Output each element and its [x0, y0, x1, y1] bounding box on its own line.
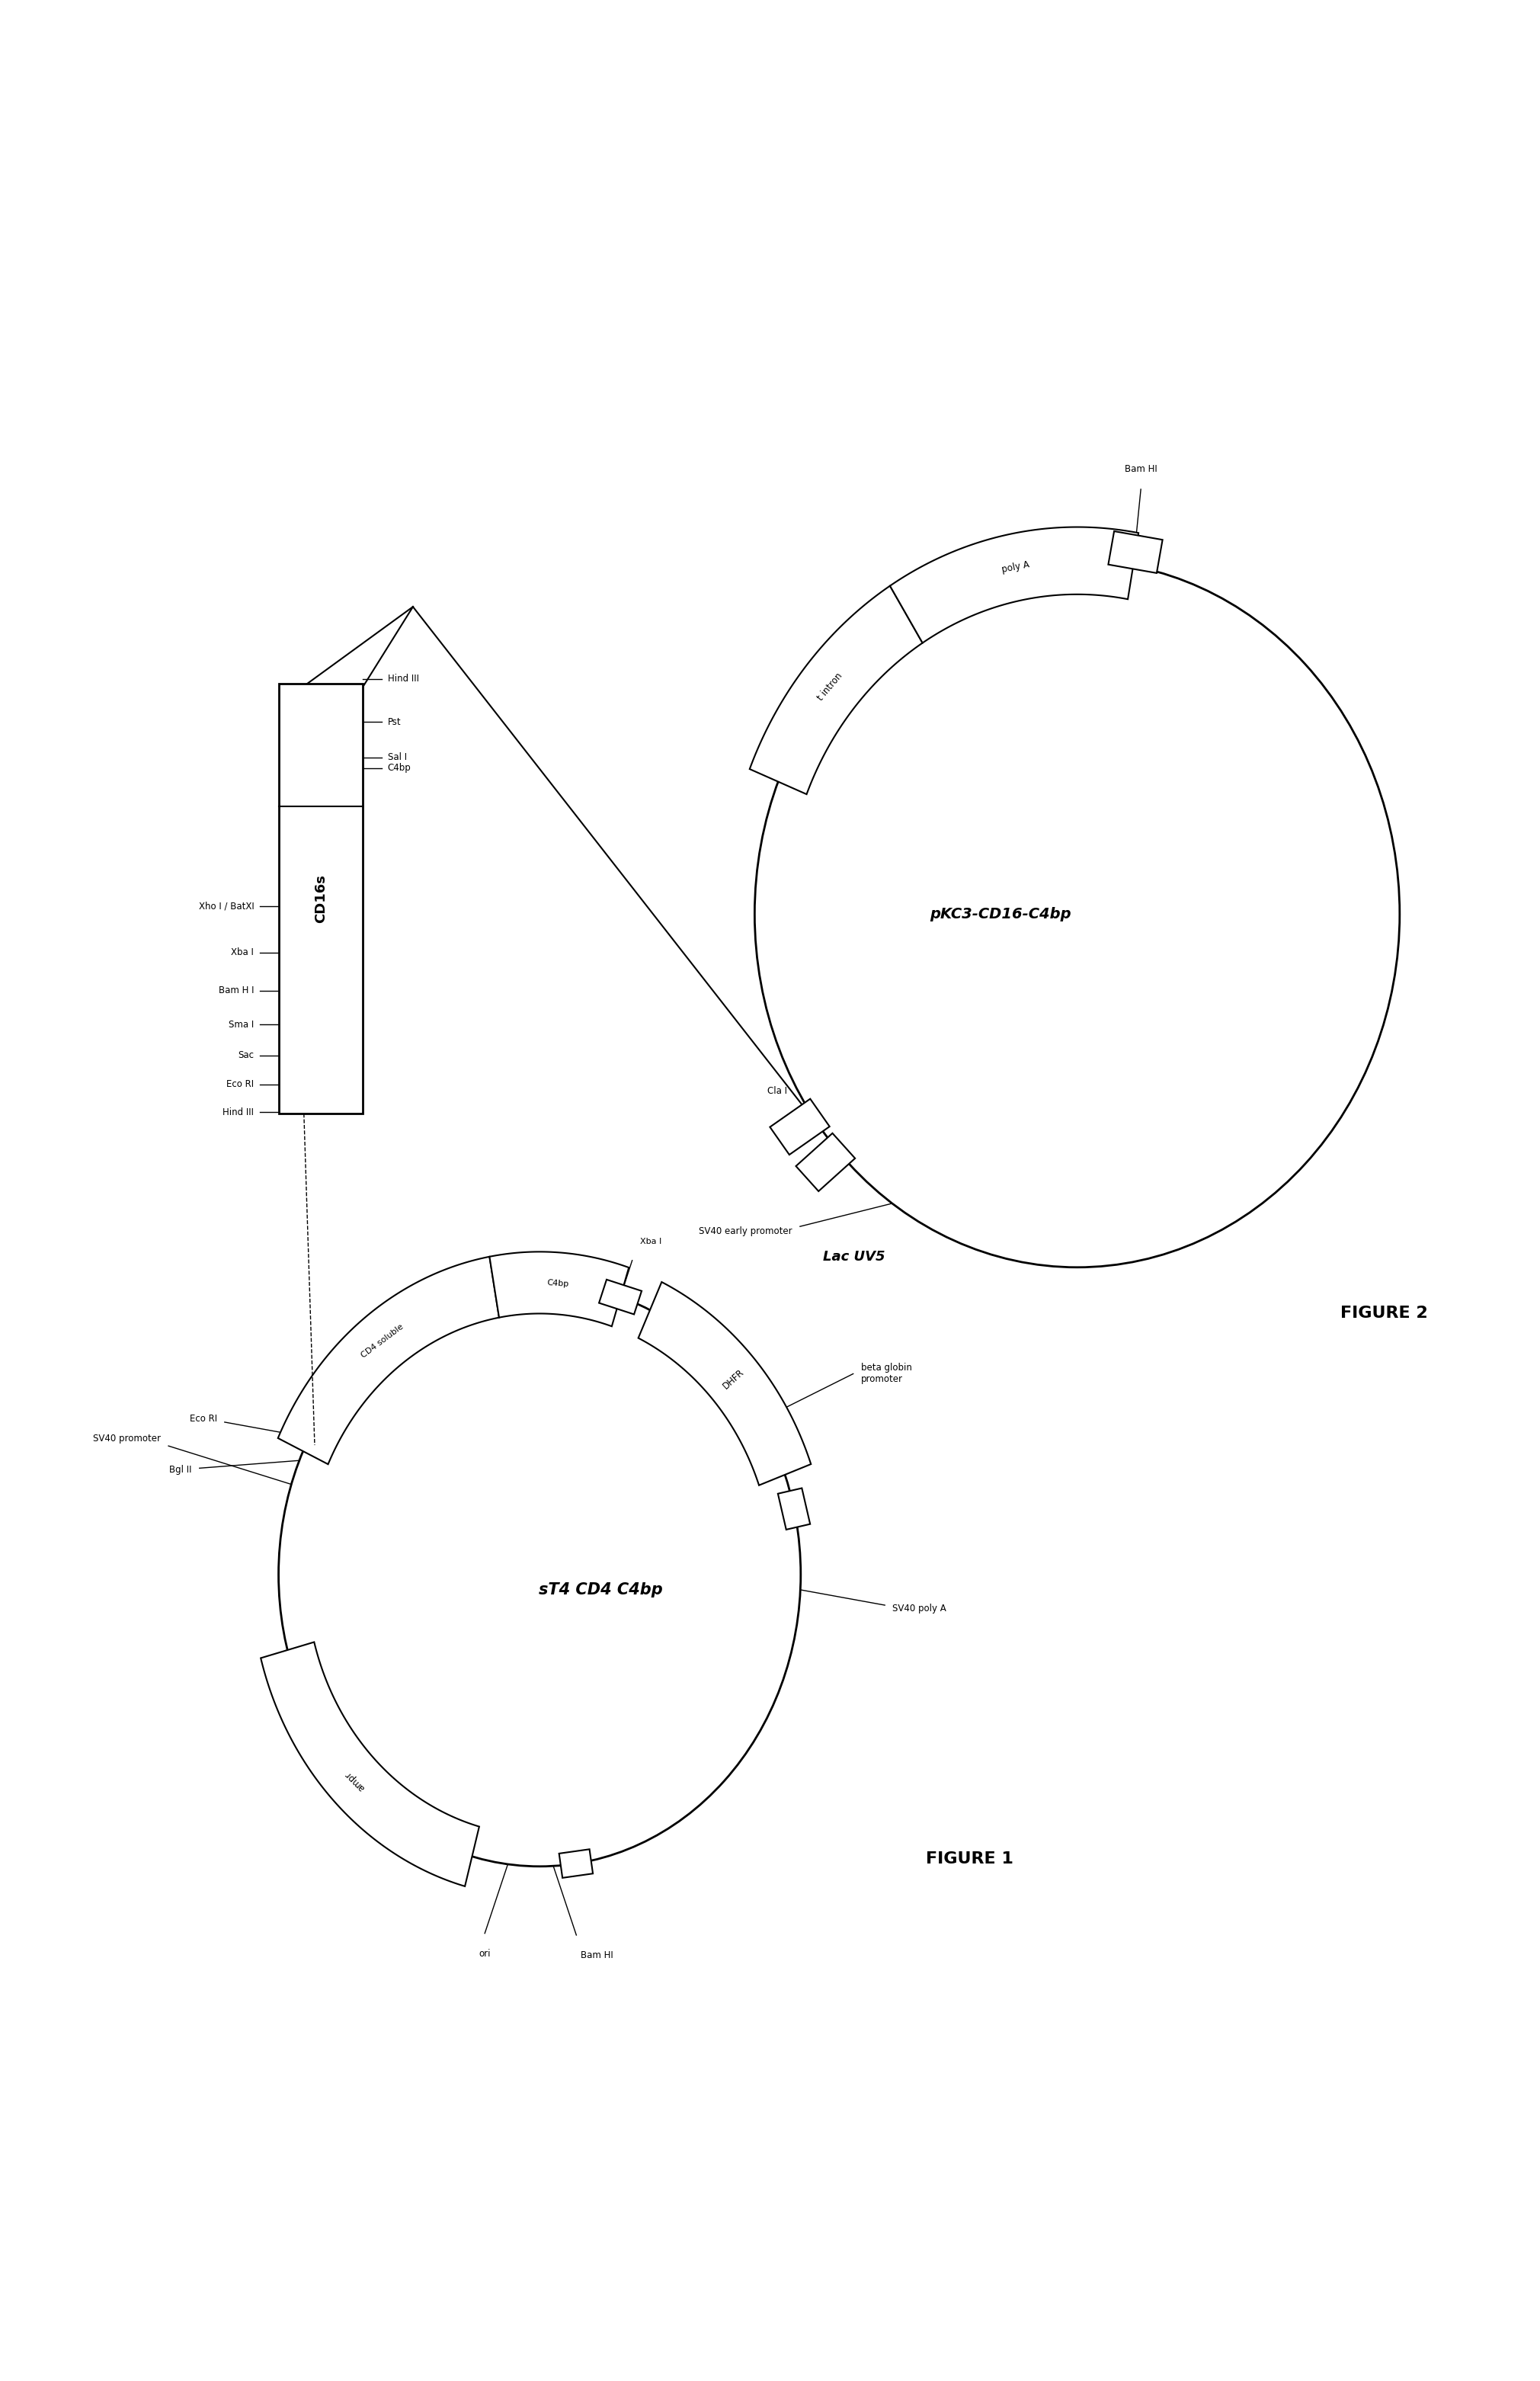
Polygon shape	[770, 1100, 830, 1155]
Text: Sac: Sac	[239, 1050, 254, 1060]
Text: FIGURE 1: FIGURE 1	[926, 1850, 1013, 1867]
Text: Bam H I: Bam H I	[219, 986, 254, 995]
Text: FIGURE 2: FIGURE 2	[1341, 1305, 1428, 1321]
Text: SV40 promoter: SV40 promoter	[92, 1433, 160, 1443]
Polygon shape	[599, 1279, 642, 1314]
Text: Xho I / BatXI: Xho I / BatXI	[199, 902, 254, 912]
Text: sT4 CD4 C4bp: sT4 CD4 C4bp	[539, 1583, 664, 1598]
Polygon shape	[260, 1643, 479, 1886]
Polygon shape	[890, 526, 1138, 643]
Text: Xba I: Xba I	[231, 948, 254, 957]
Text: Sma I: Sma I	[228, 1019, 254, 1029]
Polygon shape	[638, 1281, 812, 1486]
Text: Bam HI: Bam HI	[581, 1950, 613, 1960]
Text: SV40 poly A: SV40 poly A	[893, 1602, 947, 1614]
Text: pKC3-CD16-C4bp: pKC3-CD16-C4bp	[930, 907, 1072, 921]
Text: t intron: t intron	[816, 671, 844, 702]
Text: Eco RI: Eco RI	[189, 1414, 217, 1424]
Text: Pst: Pst	[388, 717, 400, 726]
Polygon shape	[778, 1488, 810, 1529]
Text: ampr: ampr	[343, 1769, 367, 1793]
Polygon shape	[277, 1257, 499, 1464]
Text: Bgl II: Bgl II	[169, 1464, 192, 1474]
Text: Xba I: Xba I	[639, 1238, 661, 1245]
Text: Cla I: Cla I	[767, 1086, 787, 1095]
Text: Hind III: Hind III	[388, 674, 419, 683]
Text: poly A: poly A	[1001, 560, 1030, 574]
Text: Eco RI: Eco RI	[226, 1079, 254, 1090]
Text: C4bp: C4bp	[388, 764, 411, 774]
Text: Bam HI: Bam HI	[1124, 464, 1157, 474]
Text: Sal I: Sal I	[388, 752, 407, 762]
Text: Lac UV5: Lac UV5	[822, 1250, 886, 1264]
Text: SV40 early promoter: SV40 early promoter	[699, 1226, 793, 1236]
Polygon shape	[490, 1252, 628, 1326]
Text: CD4 soluble: CD4 soluble	[360, 1324, 405, 1360]
Text: beta globin
promoter: beta globin promoter	[861, 1362, 912, 1383]
Text: Hind III: Hind III	[223, 1107, 254, 1117]
Polygon shape	[796, 1133, 855, 1190]
Text: ori: ori	[479, 1948, 491, 1960]
Polygon shape	[1109, 531, 1163, 574]
Text: CD16s: CD16s	[314, 874, 328, 924]
Polygon shape	[559, 1850, 593, 1879]
Polygon shape	[279, 683, 363, 1114]
Text: C4bp: C4bp	[547, 1279, 570, 1288]
Polygon shape	[750, 586, 922, 795]
Text: DHFR: DHFR	[721, 1367, 747, 1391]
